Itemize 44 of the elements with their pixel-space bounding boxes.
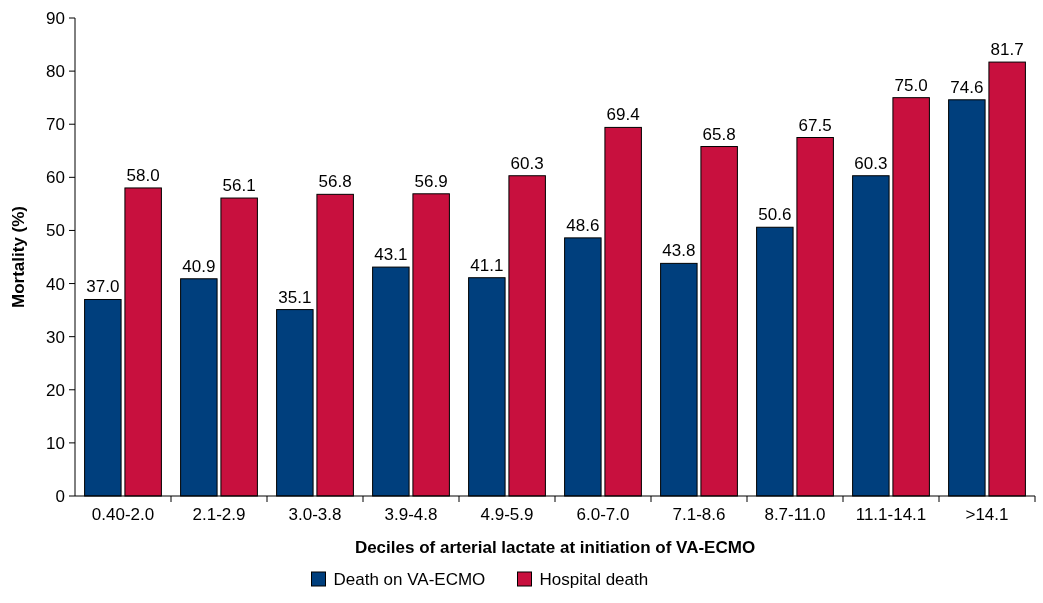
data-label: 60.3 — [854, 153, 888, 173]
data-label: 74.6 — [950, 77, 984, 97]
x-tick-label: 2.1-2.9 — [192, 505, 246, 524]
data-label: 58.0 — [126, 165, 160, 185]
legend-label: Death on VA-ECMO — [333, 570, 486, 589]
data-label: 67.5 — [798, 115, 832, 135]
legend-label: Hospital death — [539, 570, 649, 589]
data-label: 35.1 — [278, 287, 312, 307]
data-label: 81.7 — [990, 40, 1024, 60]
x-tick-label: 4.9-5.9 — [480, 505, 534, 524]
data-label: 41.1 — [470, 255, 504, 275]
data-label: 56.1 — [222, 176, 256, 196]
y-tick-label: 90 — [46, 8, 65, 28]
y-tick-label: 20 — [46, 380, 65, 400]
y-tick-label: 30 — [46, 327, 65, 347]
x-tick-label: 0.40-2.0 — [91, 505, 155, 524]
x-tick-label: 8.7-11.0 — [764, 505, 826, 524]
data-label: 56.9 — [414, 171, 448, 191]
y-tick-label: 70 — [46, 115, 65, 135]
x-axis-title: Deciles of arterial lactate at initiation of VA-ECMO — [354, 538, 756, 557]
data-label: 43.1 — [374, 245, 408, 265]
data-label: 43.8 — [662, 241, 696, 261]
y-axis-title: Mortality (%) — [9, 206, 28, 308]
y-tick-label: 40 — [46, 274, 65, 294]
y-tick-label: 50 — [46, 221, 65, 241]
data-label: 48.6 — [566, 215, 600, 235]
x-tick-label: 3.0-3.8 — [288, 505, 342, 524]
y-tick-label: 0 — [55, 486, 65, 506]
y-tick-label: 10 — [46, 433, 65, 453]
x-tick-label: 7.1-8.6 — [672, 505, 726, 524]
x-tick-label: 3.9-4.8 — [384, 505, 438, 524]
data-label: 56.8 — [318, 172, 352, 192]
data-label: 37.0 — [86, 277, 120, 297]
data-label: 50.6 — [758, 205, 792, 225]
y-tick-label: 60 — [46, 168, 65, 188]
data-label: 75.0 — [894, 75, 928, 95]
data-label: 60.3 — [510, 153, 544, 173]
x-tick-label: >14.1 — [965, 505, 1009, 524]
y-tick-label: 80 — [46, 62, 65, 82]
x-tick-label: 11.1-14.1 — [855, 505, 927, 524]
data-label: 69.4 — [606, 105, 640, 125]
data-label: 65.8 — [702, 124, 736, 144]
data-label: 40.9 — [182, 256, 216, 276]
x-tick-label: 6.0-7.0 — [576, 505, 630, 524]
